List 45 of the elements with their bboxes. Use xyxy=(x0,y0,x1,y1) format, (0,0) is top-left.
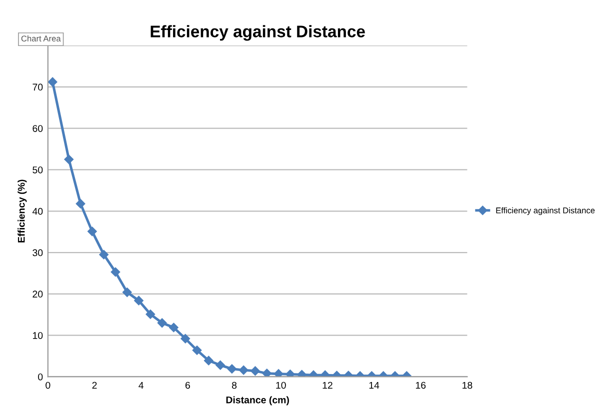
point xyxy=(99,250,108,260)
point xyxy=(122,288,132,297)
point xyxy=(88,226,97,236)
point xyxy=(216,360,225,370)
y-tick-label: 70 xyxy=(32,84,43,91)
y-tick-label: 0 xyxy=(38,373,43,380)
x-tick-label: 2 xyxy=(92,382,97,389)
point xyxy=(250,366,260,376)
point xyxy=(227,364,237,374)
y-tick-label: 20 xyxy=(32,290,43,298)
point xyxy=(157,318,167,328)
x-tick-label: 10 xyxy=(276,382,286,389)
point xyxy=(146,310,156,319)
legend-label: Efficiency against Distance xyxy=(496,207,595,216)
x-tick-label: 12 xyxy=(322,382,332,389)
point xyxy=(76,199,86,208)
x-tick-label: 4 xyxy=(138,382,144,389)
x-tick-label: 8 xyxy=(232,382,237,389)
x-tick-label: 0 xyxy=(46,382,50,389)
x-tick-label: 16 xyxy=(416,382,426,389)
y-tick-label: 40 xyxy=(32,208,43,215)
point xyxy=(48,77,58,87)
point xyxy=(64,154,74,164)
x-tick-label: 18 xyxy=(462,382,472,389)
point xyxy=(286,370,295,377)
y-tick-label: 30 xyxy=(32,249,43,256)
x-tick-label: 6 xyxy=(185,382,190,389)
x-tick-label: 14 xyxy=(369,382,380,389)
point xyxy=(134,296,144,306)
point xyxy=(169,322,178,332)
point xyxy=(204,356,214,366)
point xyxy=(180,334,190,344)
y-tick-label: 60 xyxy=(32,125,43,132)
y-axis-title: Efficiency (%) xyxy=(18,180,27,242)
chart-title: Efficiency against Distance xyxy=(150,25,365,41)
y-tick-label: 10 xyxy=(32,332,43,339)
point xyxy=(297,370,306,377)
x-axis-title: Distance (cm) xyxy=(226,396,289,406)
point xyxy=(262,368,272,377)
point xyxy=(238,365,248,375)
point xyxy=(110,267,120,277)
point xyxy=(192,346,202,355)
point xyxy=(274,369,284,377)
text: Chart Area xyxy=(21,35,61,42)
y-tick-label: 50 xyxy=(32,166,43,174)
